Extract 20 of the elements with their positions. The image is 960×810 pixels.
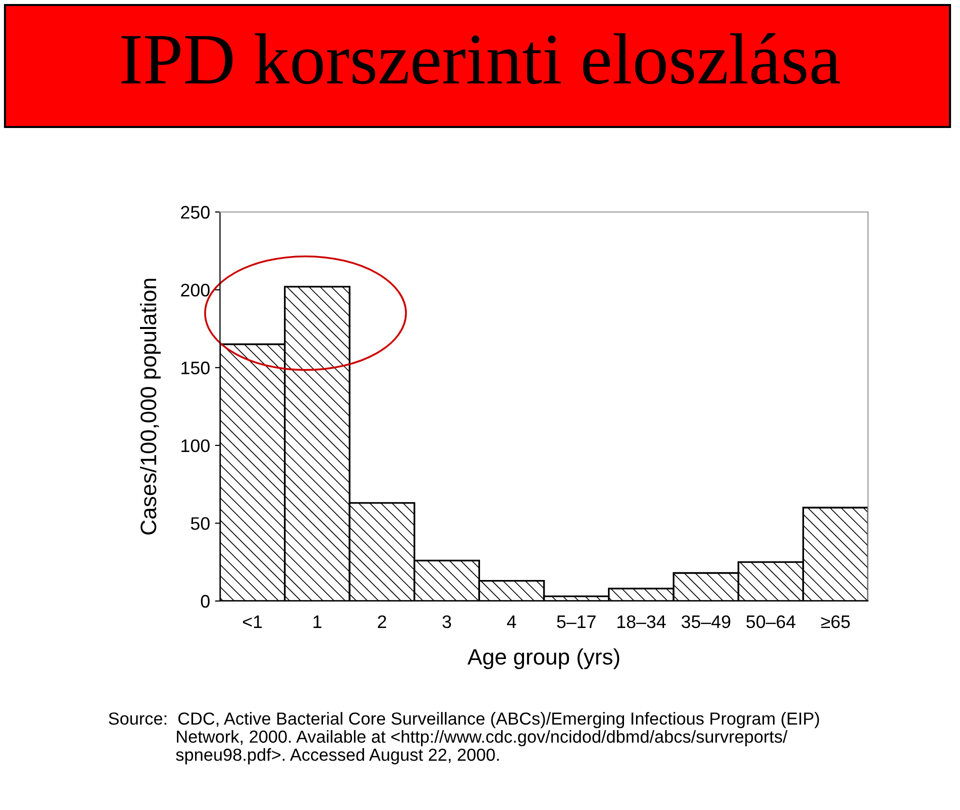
y-tick-label: 200 (181, 284, 210, 297)
y-tick-label: 50 (190, 517, 210, 530)
y-tick-label: 100 (182, 439, 210, 452)
chart-title: IPD korszerinti eloszlása (122, 33, 840, 84)
x-axis-title: Age group (yrs) (467, 648, 620, 670)
x-tick-label: 3 (442, 615, 452, 628)
x-tick-label: ≥65 (821, 615, 850, 628)
x-tick-label: 5–17 (557, 616, 596, 628)
x-tick-label: 35–49 (682, 615, 730, 628)
x-tick-label: 4 (506, 616, 516, 628)
x-tick-label: 2 (378, 615, 386, 628)
y-tick-label: 250 (181, 206, 210, 219)
y-axis-title: Cases/100,000 population (140, 278, 161, 534)
x-tick-label: 50–64 (746, 615, 796, 628)
x-tick-label: <1 (243, 616, 262, 628)
y-tick-label: 150 (182, 362, 210, 374)
x-tick-label: 18–34 (617, 615, 666, 628)
source-note: Source: CDC, Active Bacterial Core Surveillance (ABCs)/Emerging Infectious Program (EIP) Network, 2000. Available at <http://www.cdc.gov/ncidod/dbmd/abcs/survreports/ spneu98.pdf>. Accessed August 22, 2000. (108, 712, 819, 764)
y-tick-label: 0 (200, 594, 210, 608)
x-tick-label: 1 (314, 616, 322, 628)
